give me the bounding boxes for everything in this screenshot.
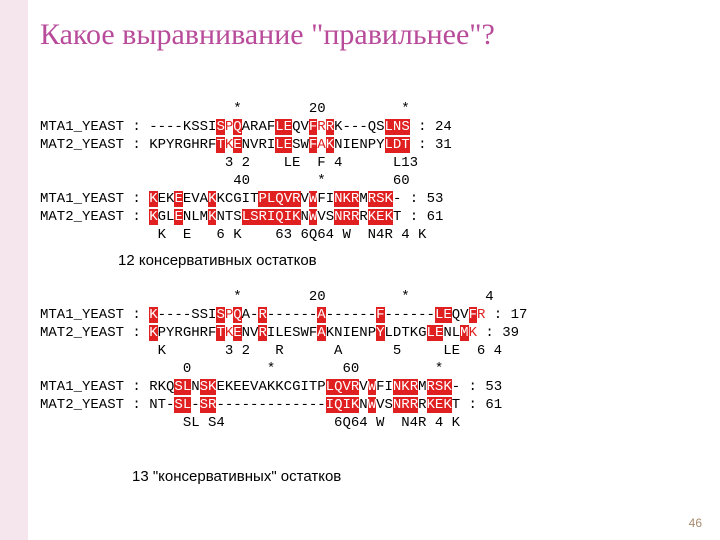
slide-title: Какое выравнивание "правильнее"?: [40, 18, 495, 52]
caption-1: 12 консервативных остатков: [118, 252, 317, 269]
alignment-block-1: * 20 * MTA1_YEAST : ----KSSISPQARAFLEQVF…: [40, 100, 468, 244]
page-number: 46: [689, 516, 702, 530]
alignment-block-2: * 20 * 4MTA1_YEAST : K----SSISPQA-R-----…: [40, 288, 527, 432]
caption-2: 13 "консервативных" остатков: [132, 468, 341, 485]
decorative-strip: [0, 0, 28, 540]
